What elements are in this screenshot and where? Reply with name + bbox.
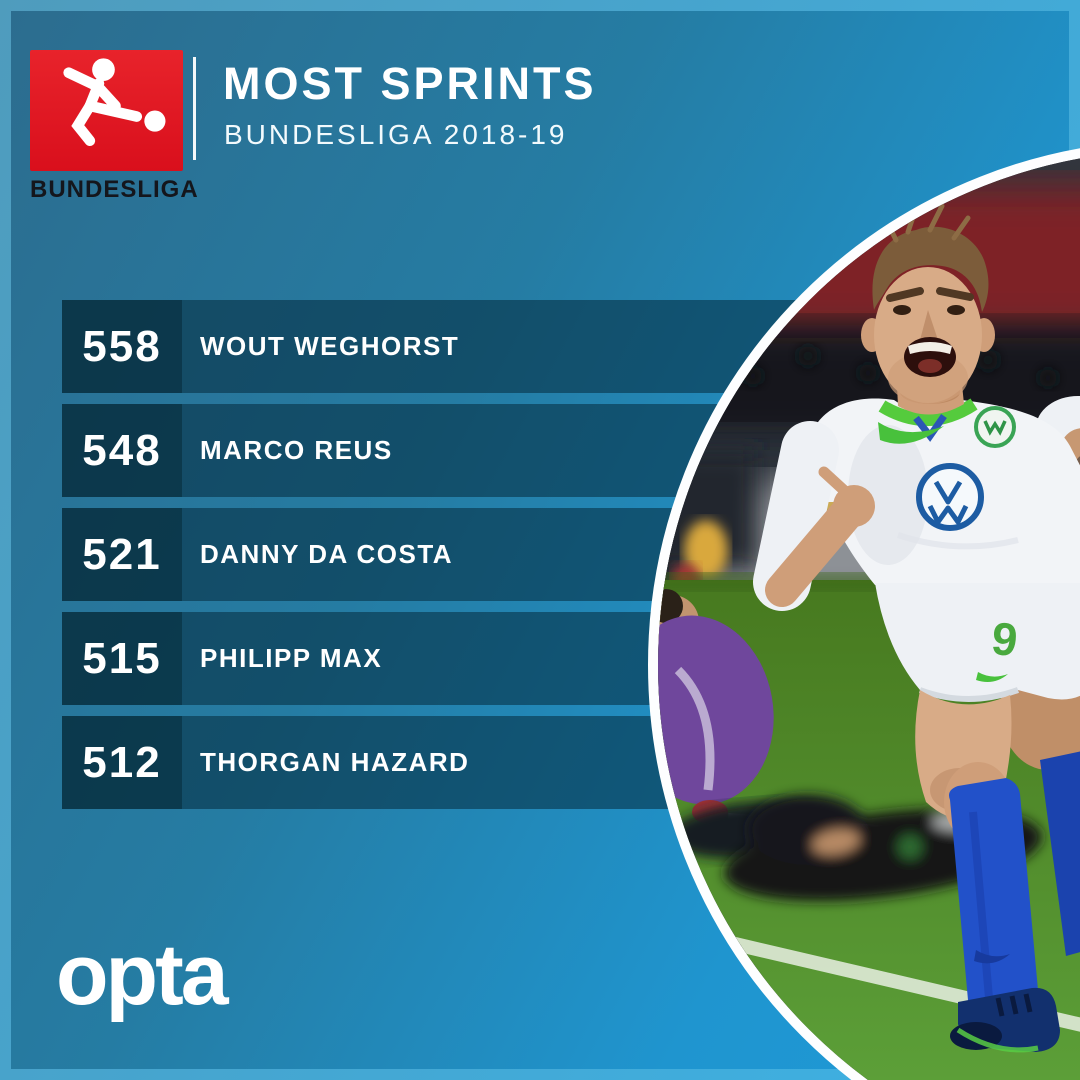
- green-collar: [878, 398, 978, 426]
- player-photo: 9: [648, 140, 1080, 1080]
- pointing-finger: [818, 466, 854, 500]
- sprint-count: 512: [62, 716, 182, 809]
- opta-logo: opta: [56, 927, 229, 1023]
- shirt-number: 9: [989, 612, 1020, 666]
- bundesliga-wordmark: BUNDESLIGA: [30, 176, 199, 203]
- swoosh-icon: [878, 422, 944, 444]
- bundesliga-kicker-icon: [63, 58, 166, 147]
- page-title: MOST SPRINTS: [223, 58, 597, 109]
- steward-blur: [684, 520, 728, 580]
- bundesliga-logo: [30, 50, 183, 171]
- sprint-count: 558: [62, 300, 182, 393]
- sprint-count: 515: [62, 612, 182, 705]
- player-photo-illustration: 9: [658, 150, 1080, 1080]
- wolfsburg-badge-icon: [974, 406, 1016, 448]
- vw-badge-icon: [916, 463, 984, 531]
- sprint-count: 548: [62, 404, 182, 497]
- football-boot: [950, 987, 1060, 1053]
- player-head: [861, 203, 995, 404]
- header-divider: [193, 57, 196, 160]
- sprint-count: 521: [62, 508, 182, 601]
- celebrating-player: 9: [753, 203, 1080, 1053]
- page-subtitle: BUNDESLIGA 2018-19: [224, 119, 568, 150]
